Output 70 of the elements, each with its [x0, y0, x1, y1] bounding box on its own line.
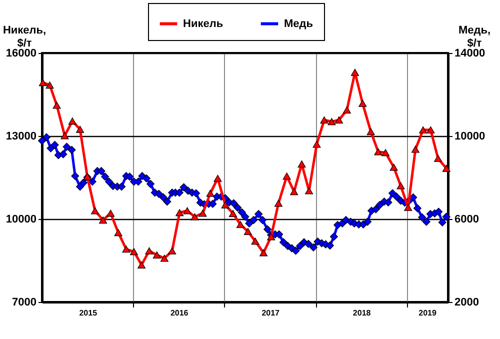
point	[221, 201, 230, 208]
y2-tick-label: 2000	[454, 296, 479, 308]
y-axis-title: Никель, $/т	[2, 24, 46, 50]
point	[38, 79, 47, 86]
y2-axis-title: Медь, $/т	[458, 24, 491, 50]
point	[381, 149, 390, 156]
point	[274, 200, 282, 207]
point	[214, 174, 222, 182]
point	[434, 154, 442, 162]
point	[390, 164, 398, 171]
y-tick-label: 13000	[6, 130, 36, 142]
x-tick-label: 2018	[352, 308, 372, 318]
point	[145, 247, 154, 254]
point	[190, 213, 199, 220]
point	[46, 82, 54, 89]
legend-label: Медь	[284, 18, 314, 30]
point	[206, 190, 214, 197]
point	[68, 118, 76, 125]
point	[251, 238, 260, 245]
point	[160, 254, 168, 262]
y-tick-label: 10000	[6, 214, 36, 226]
point	[411, 146, 420, 153]
point	[91, 207, 100, 214]
y2-tick-label: 6000	[454, 214, 479, 226]
point	[404, 204, 412, 211]
point	[267, 233, 276, 240]
point	[183, 207, 192, 214]
point	[282, 172, 291, 180]
point	[342, 106, 351, 114]
point	[312, 140, 321, 148]
y2-tick-label: 10000	[454, 130, 486, 142]
point	[350, 68, 359, 76]
point	[52, 102, 61, 109]
x-tick-label: 2015	[79, 308, 98, 318]
point	[426, 126, 435, 134]
point	[419, 126, 428, 134]
point	[298, 160, 306, 168]
point	[374, 148, 382, 156]
point	[152, 251, 161, 258]
x-tick-label: 2016	[170, 308, 189, 318]
point	[99, 216, 108, 224]
point	[106, 210, 115, 217]
point	[366, 128, 375, 136]
point	[76, 126, 84, 133]
point	[260, 249, 268, 256]
point	[244, 228, 252, 235]
point	[138, 261, 146, 268]
point	[198, 210, 207, 217]
point	[236, 221, 244, 228]
y2-tick-label: 14000	[454, 48, 486, 60]
y-tick-label: 16000	[6, 48, 36, 60]
point	[228, 210, 237, 217]
point	[396, 182, 405, 190]
point	[114, 229, 122, 236]
point	[328, 118, 336, 126]
point	[60, 132, 69, 140]
point	[176, 209, 184, 216]
point	[358, 100, 367, 107]
point	[305, 187, 314, 194]
point	[442, 164, 450, 172]
point	[168, 247, 176, 254]
legend-label: Никель	[183, 18, 224, 30]
y-tick-label: 7000	[12, 296, 36, 308]
point	[122, 246, 130, 253]
point	[320, 116, 328, 124]
point	[334, 116, 343, 124]
point	[290, 188, 298, 196]
x-tick-label: 2017	[262, 308, 280, 318]
x-tick-label: 2019	[418, 308, 437, 318]
point	[130, 248, 138, 256]
